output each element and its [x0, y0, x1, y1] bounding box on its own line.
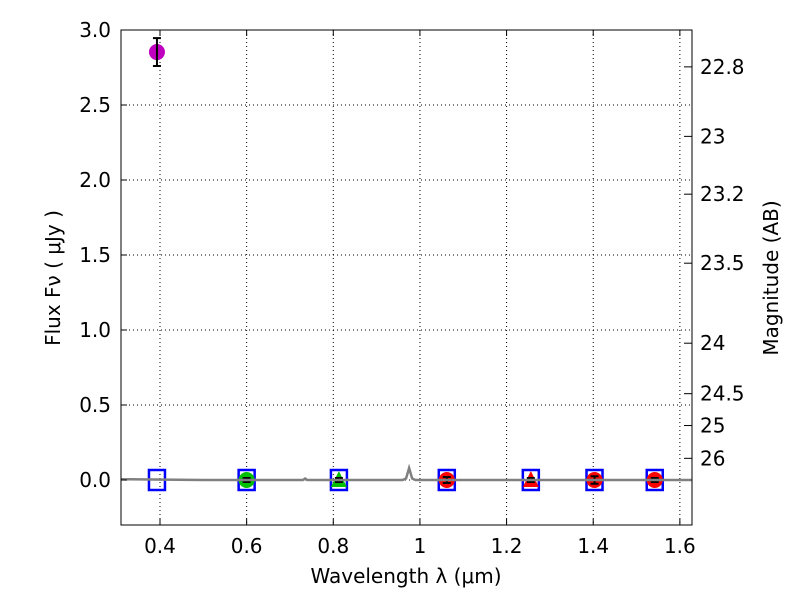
- right-tick-label: 24.5: [700, 382, 745, 406]
- x-axis-label: Wavelength λ (μm): [310, 564, 501, 588]
- data-series: [120, 37, 692, 492]
- right-tick-label: 26: [700, 446, 725, 470]
- x-tick-label: 1.2: [491, 534, 523, 558]
- right-tick-label: 24: [700, 331, 725, 355]
- y-tick-label: 0.0: [79, 468, 111, 492]
- y-tick-label: 1.5: [79, 243, 111, 267]
- right-tick-label: 25: [700, 414, 725, 438]
- right-axis-label: Magnitude (AB): [759, 200, 783, 355]
- x-tick-label: 0.6: [231, 534, 263, 558]
- right-tick-label: 22.8: [700, 55, 745, 79]
- x-tick-label: 1.6: [664, 534, 696, 558]
- spectrum-line: [120, 463, 692, 482]
- y-axis-label: Flux Fν ( μJy ): [41, 210, 65, 346]
- x-tick-label: 0.8: [317, 534, 349, 558]
- y-tick-label: 1.0: [79, 318, 111, 342]
- x-tick-label: 0.4: [144, 534, 176, 558]
- right-tick-label: 23: [700, 124, 725, 148]
- x-tick-label: 1.4: [577, 534, 609, 558]
- x-tick-label: 1: [414, 534, 427, 558]
- y-tick-label: 0.5: [79, 393, 111, 417]
- y-tick-label: 2.5: [79, 93, 111, 117]
- y-tick-label: 3.0: [79, 18, 111, 42]
- right-tick-label: 23.5: [700, 251, 745, 275]
- axis-ticks: 0.4 0.6 0.8 1 1.2 1.4 1.6 0.0 0.5 1.0 1.5 2.0 2.5 3.0…: [79, 18, 744, 558]
- grid-lines: [121, 29, 692, 525]
- plot-frame: [120, 29, 693, 526]
- y-tick-label: 2.0: [79, 168, 111, 192]
- right-tick-label: 23.2: [700, 182, 745, 206]
